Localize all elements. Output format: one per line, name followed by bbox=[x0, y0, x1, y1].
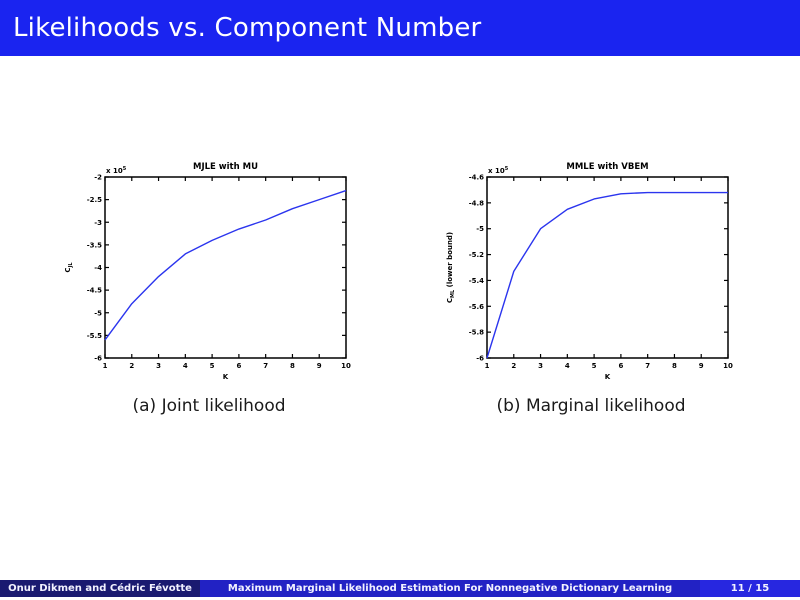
figures-row: MJLE with MU 1 2 3 4 5 6 7 8 9 10 -2 -2.5 -3 -3.5 -4 -4.… bbox=[0, 156, 800, 416]
x-tick-label: 7 bbox=[645, 362, 650, 370]
y-tick-label: -3 bbox=[94, 219, 102, 227]
axes-box bbox=[486, 176, 729, 359]
slide-title-bar: Likelihoods vs. Component Number bbox=[0, 0, 800, 56]
y-tick-label: -5 bbox=[476, 225, 484, 233]
figure-marginal-likelihood: MMLE with VBEM 1 2 3 4 5 6 7 8 9 10 -4.6 -4.8 -5 -5.2 -… bbox=[440, 156, 742, 416]
y-tick-label: -5.6 bbox=[469, 303, 484, 311]
figure-joint-likelihood: MJLE with MU 1 2 3 4 5 6 7 8 9 10 -2 -2.5 -3 -3.5 -4 -4.… bbox=[58, 156, 360, 416]
x-tick-label: 4 bbox=[565, 362, 570, 370]
y-tick-label: -6 bbox=[476, 355, 484, 363]
x-tick-label: 2 bbox=[511, 362, 516, 370]
chart-title: MMLE with VBEM bbox=[566, 162, 648, 172]
x-tick-label: 5 bbox=[210, 362, 215, 370]
figure-caption-a: (a) Joint likelihood bbox=[132, 396, 286, 416]
y-tick-label: -4.5 bbox=[87, 287, 102, 295]
y-axis-label: CML (lower bound) bbox=[446, 232, 456, 303]
y-tick-label: -5.5 bbox=[87, 332, 102, 340]
likelihood-curve bbox=[104, 189, 347, 341]
x-tick-label: 3 bbox=[156, 362, 161, 370]
slide-title: Likelihoods vs. Component Number bbox=[13, 13, 482, 43]
y-axis-exponent: x 105 bbox=[106, 166, 127, 175]
y-tick-label: -2 bbox=[94, 174, 102, 182]
x-tick-label: 7 bbox=[263, 362, 268, 370]
y-axis-label: CJL bbox=[64, 262, 74, 273]
y-tick-label: -4.6 bbox=[469, 174, 484, 182]
y-tick-label: -3.5 bbox=[87, 241, 102, 249]
y-tick-label: -2.5 bbox=[87, 196, 102, 204]
y-tick-label: -5.8 bbox=[469, 329, 484, 337]
x-tick-label: 5 bbox=[592, 362, 597, 370]
x-tick-label: 9 bbox=[317, 362, 322, 370]
x-tick-label: 10 bbox=[341, 362, 351, 370]
y-tick-label: -6 bbox=[94, 355, 102, 363]
footer-page-number: 11 / 15 bbox=[700, 580, 800, 597]
x-tick-label: 6 bbox=[236, 362, 241, 370]
y-axis-exponent: x 105 bbox=[488, 166, 509, 175]
x-tick-label: 8 bbox=[672, 362, 677, 370]
y-tick-label: -4.8 bbox=[469, 199, 484, 207]
x-axis-label: K bbox=[223, 373, 229, 381]
x-tick-label: 1 bbox=[485, 362, 490, 370]
joint-likelihood-chart: MJLE with MU 1 2 3 4 5 6 7 8 9 10 -2 -2.5 -3 -3.5 -4 -4.… bbox=[64, 162, 351, 381]
marginal-likelihood-chart: MMLE with VBEM 1 2 3 4 5 6 7 8 9 10 -4.6 -4.8 -5 -5.2 -… bbox=[446, 162, 733, 381]
y-tick-label: -5 bbox=[94, 309, 102, 317]
axes-box bbox=[104, 176, 347, 359]
footer-paper-title: Maximum Marginal Likelihood Estimation F… bbox=[200, 580, 700, 597]
y-tick-label: -5.2 bbox=[469, 251, 484, 259]
x-tick-label: 2 bbox=[129, 362, 134, 370]
y-tick-label: -4 bbox=[94, 264, 102, 272]
x-tick-label: 1 bbox=[103, 362, 108, 370]
y-tick-label: -5.4 bbox=[469, 277, 484, 285]
footer-authors: Onur Dikmen and Cédric Févotte bbox=[0, 580, 200, 597]
x-tick-label: 4 bbox=[183, 362, 188, 370]
x-tick-label: 9 bbox=[699, 362, 704, 370]
x-tick-label: 8 bbox=[290, 362, 295, 370]
chart-title: MJLE with MU bbox=[193, 162, 258, 172]
x-tick-label: 3 bbox=[538, 362, 543, 370]
footer-bar: Onur Dikmen and Cédric Févotte Maximum M… bbox=[0, 580, 800, 597]
figure-caption-b: (b) Marginal likelihood bbox=[496, 396, 686, 416]
x-axis-label: K bbox=[605, 373, 611, 381]
likelihood-curve bbox=[486, 191, 728, 359]
x-tick-label: 10 bbox=[723, 362, 733, 370]
x-tick-label: 6 bbox=[618, 362, 623, 370]
